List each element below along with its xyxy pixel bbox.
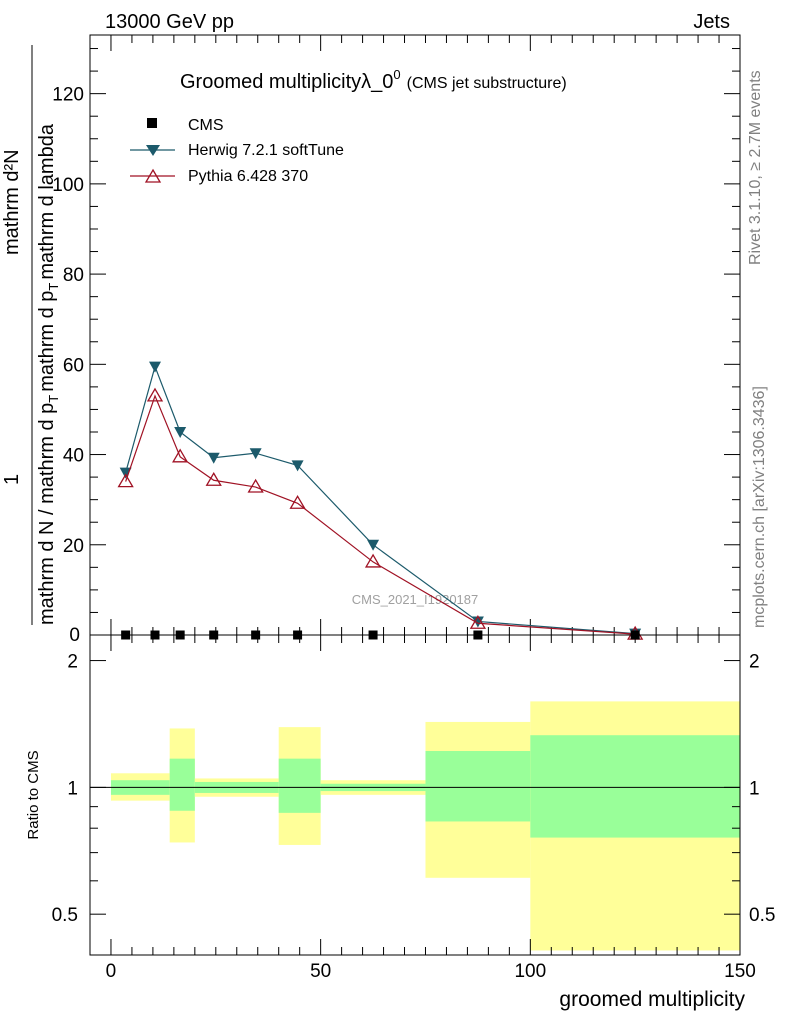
herwig-point xyxy=(149,361,161,373)
main-y-tick-label: 40 xyxy=(63,446,84,467)
main-y-tick-label: 20 xyxy=(63,536,84,557)
ratio-y-tick-label: 0.5 xyxy=(52,905,78,926)
x-axis-label: groomed multiplicity xyxy=(559,988,745,1011)
x-tick-label: 150 xyxy=(724,961,756,982)
ratio-band-inner xyxy=(425,750,531,822)
pythia-point xyxy=(117,473,134,488)
collision-label: 13000 GeV pp xyxy=(105,11,234,33)
rivet-events-label: Rivet 3.1.10, ≥ 2.7M events xyxy=(747,70,764,265)
main-y-ticks: 20 40 60 80 100 120 0 xyxy=(52,48,740,646)
ratio-panel: 0.5 0.5 1 1 2 2 0 50 100 150 Ratio to CMS groome… xyxy=(25,634,776,1011)
ratio-y-tick-label: 1 xyxy=(67,778,78,799)
ratio-x-ticks: 0 50 100 150 xyxy=(106,635,756,982)
main-y-tick-label: 60 xyxy=(63,355,84,376)
y-label-prefactor: 1 xyxy=(1,474,23,485)
ratio-panel-frame xyxy=(89,634,741,956)
ratio-bands xyxy=(110,701,740,951)
process-label: Jets xyxy=(693,11,730,33)
legend-herwig-marker xyxy=(146,145,160,156)
main-y-tick-label-zero: 0 xyxy=(69,625,80,646)
main-x-ticks xyxy=(110,35,741,635)
herwig-point xyxy=(174,426,187,438)
legend-pythia-marker xyxy=(144,168,162,183)
ratio-y-tick-label-right: 1 xyxy=(749,778,760,799)
herwig-point xyxy=(471,616,484,628)
herwig-point xyxy=(291,460,304,472)
pythia-point xyxy=(289,494,306,509)
legend-herwig-label: Herwig 7.2.1 softTune xyxy=(188,142,344,159)
pythia-point xyxy=(247,478,264,493)
ratio-y-tick-label-right: 0.5 xyxy=(749,905,775,926)
herwig-point xyxy=(249,448,262,460)
y-label-denominator: mathrm d N / mathrm d pTmathrm d pTmathr… xyxy=(36,123,61,625)
chart-title: Groomed multiplicityλ_00(CMS jet substru… xyxy=(180,67,567,93)
ratio-band-inner xyxy=(530,735,740,838)
x-tick-label: 0 xyxy=(106,961,117,982)
main-y-tick-label: 80 xyxy=(63,265,84,286)
legend-cms-label: CMS xyxy=(188,117,224,134)
main-y-tick-label: 120 xyxy=(52,85,84,106)
main-panel: 20 40 60 80 100 120 0 Groomed multiplicityλ_00… xyxy=(1,34,741,646)
herwig-point xyxy=(207,452,220,464)
ratio-y-axis-label: Ratio to CMS xyxy=(25,750,42,839)
analysis-watermark: CMS_2021_I1920187 xyxy=(352,592,479,607)
pythia-point xyxy=(364,553,382,568)
legend-pythia-label: Pythia 6.428 370 xyxy=(188,168,308,185)
ratio-y-tick-label: 2 xyxy=(67,652,78,673)
herwig-point xyxy=(367,539,380,551)
legend: CMS Herwig 7.2.1 softTune Pythia 6.428 3… xyxy=(130,117,344,185)
series-line xyxy=(125,394,636,635)
main-y-axis-label: 1 mathrm d²N mathrm d N / mathrm d pTmat… xyxy=(1,45,61,625)
mcplots-ref-label: mcplots.cern.ch [arXiv:1306.3436] xyxy=(751,386,768,628)
ratio-y-tick-label-right: 2 xyxy=(749,652,760,673)
herwig-point xyxy=(119,467,132,479)
pythia-point xyxy=(172,448,189,463)
main-y-tick-label: 100 xyxy=(52,175,84,196)
ratio-y-ticks: 0.5 0.5 1 1 2 2 xyxy=(52,652,776,927)
ratio-band-inner xyxy=(278,758,321,813)
x-tick-label: 100 xyxy=(514,961,546,982)
legend-cms-marker xyxy=(147,118,157,128)
pythia-point xyxy=(205,471,222,486)
pythia-point xyxy=(469,614,487,629)
y-label-numerator: mathrm d²N xyxy=(1,149,23,255)
ratio-band-inner xyxy=(169,758,195,811)
pythia-point xyxy=(146,387,164,402)
x-tick-label: 50 xyxy=(310,961,331,982)
